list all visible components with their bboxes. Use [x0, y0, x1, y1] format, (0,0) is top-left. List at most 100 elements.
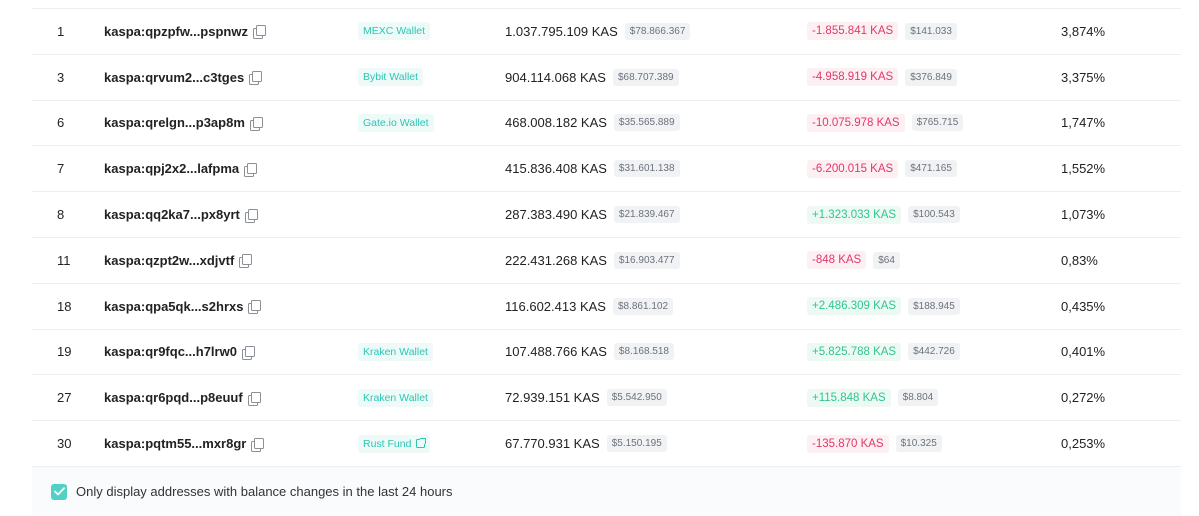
balance-cell: 222.431.268 KAS $16.903.477 — [505, 238, 680, 283]
share-percent: 1,073% — [1061, 207, 1106, 223]
change-usd-badge: $64 — [873, 251, 900, 269]
address-link[interactable]: kaspa:qrelgn...p3ap8m — [104, 115, 245, 131]
share-cell: 0,435% — [1061, 284, 1105, 329]
rank-cell: 19 — [57, 330, 71, 375]
balance-change-filter-checkbox[interactable] — [51, 483, 67, 500]
rank-cell: 6 — [57, 101, 64, 146]
balance-change-badge: -4.958.919 KAS — [807, 68, 899, 87]
rank-cell: 18 — [57, 284, 71, 329]
address-link[interactable]: kaspa:qpj2x2...lafpma — [104, 161, 240, 177]
balance-value: 116.602.413 KAS — [505, 298, 606, 314]
rank-cell: 30 — [57, 421, 71, 466]
table-row: 8 kaspa:qq2ka7...px8yrt 287.383.490 KAS $21… — [32, 191, 1181, 237]
rank: 3 — [57, 69, 65, 85]
balance-cell: 72.939.151 KAS $5.542.950 — [505, 375, 667, 420]
share-percent: 0,253% — [1061, 436, 1106, 452]
balance-cell: 415.836.408 KAS $31.601.138 — [505, 146, 680, 191]
balance-cell: 67.770.931 KAS $5.150.195 — [505, 421, 667, 466]
wallet-tag-label: Kraken Wallet — [363, 345, 428, 358]
address-link[interactable]: kaspa:qr6pqd...p8euuf — [104, 390, 243, 406]
address-link[interactable]: kaspa:qzpt2w...xdjvtf — [104, 252, 235, 268]
address-link[interactable]: kaspa:qq2ka7...px8yrt — [104, 207, 240, 223]
balance-value: 415.836.408 KAS — [505, 161, 607, 177]
share-cell: 1,747% — [1061, 101, 1105, 146]
rank: 27 — [57, 390, 72, 406]
copy-icon[interactable] — [252, 25, 266, 40]
address-link[interactable]: kaspa:qrvum2...c3tges — [104, 69, 245, 85]
balance-change-badge: -135.870 KAS — [807, 434, 889, 453]
copy-icon[interactable] — [249, 116, 263, 131]
change-cell: +2.486.309 KAS $188.945 — [807, 284, 960, 329]
change-cell: -1.855.841 KAS $141.033 — [807, 9, 957, 54]
balance-usd-badge: $5.542.950 — [606, 389, 667, 407]
balance-usd-badge: $5.150.195 — [606, 435, 667, 453]
share-cell: 0,253% — [1061, 421, 1105, 466]
external-link-icon[interactable] — [416, 438, 427, 449]
wallet-tag[interactable]: MEXC Wallet — [358, 22, 431, 41]
balance-change-badge: +2.486.309 KAS — [807, 297, 902, 316]
tag-cell: Rust Fund — [358, 421, 431, 466]
rich-list-table: 1 kaspa:qpzpfw...pspnwz MEXC Wallet 1.037.7… — [32, 0, 1181, 516]
balance-value: 222.431.268 KAS — [505, 252, 607, 268]
balance-usd-badge: $8.861.102 — [612, 297, 674, 315]
share-cell: 3,874% — [1061, 9, 1105, 54]
copy-icon[interactable] — [244, 208, 258, 223]
rank: 30 — [57, 436, 72, 452]
tag-cell: Kraken Wallet — [358, 330, 433, 375]
copy-icon[interactable] — [251, 437, 265, 452]
tag-cell: MEXC Wallet — [358, 9, 431, 54]
wallet-tag[interactable]: Bybit Wallet — [358, 68, 424, 87]
balance-change-badge: -6.200.015 KAS — [807, 159, 899, 178]
change-cell: +115.848 KAS $8.804 — [807, 375, 939, 420]
copy-icon[interactable] — [249, 71, 263, 86]
table-footer: Only display addresses with balance chan… — [32, 466, 1181, 516]
share-cell: 1,552% — [1061, 146, 1105, 191]
share-percent: 0,435% — [1061, 298, 1106, 314]
change-usd-badge: $188.945 — [908, 297, 960, 315]
copy-icon[interactable] — [244, 162, 258, 177]
wallet-tag-label: Gate.io Wallet — [363, 116, 429, 129]
change-cell: -848 KAS $64 — [807, 238, 900, 283]
balance-value: 72.939.151 KAS — [505, 390, 600, 406]
address-link[interactable]: kaspa:pqtm55...mxr8gr — [104, 436, 247, 452]
address-link[interactable]: kaspa:qpa5qk...s2hrxs — [104, 298, 244, 314]
rank-cell: 3 — [57, 55, 64, 100]
balance-change-filter-label: Only display addresses with balance chan… — [76, 484, 453, 499]
wallet-tag[interactable]: Kraken Wallet — [358, 342, 433, 361]
copy-icon[interactable] — [241, 345, 255, 360]
balance-change-badge: +1.323.033 KAS — [807, 205, 902, 224]
change-usd-badge: $442.726 — [908, 343, 960, 361]
balance-cell: 116.602.413 KAS $8.861.102 — [505, 284, 674, 329]
address-cell: kaspa:qrelgn...p3ap8m — [104, 101, 263, 146]
table-row: 27 kaspa:qr6pqd...p8euuf Kraken Wallet 72.9… — [32, 374, 1181, 420]
address-link[interactable]: kaspa:qr9fqc...h7lrw0 — [104, 344, 237, 360]
wallet-tag-label: MEXC Wallet — [363, 25, 426, 38]
table-row: 7 kaspa:qpj2x2...lafpma 415.836.408 KAS $31… — [32, 145, 1181, 191]
address-link[interactable]: kaspa:qpzpfw...pspnwz — [104, 23, 248, 39]
rank: 6 — [57, 115, 65, 131]
address-cell: kaspa:qr6pqd...p8euuf — [104, 375, 261, 420]
rank-cell: 27 — [57, 375, 71, 420]
change-usd-badge: $471.165 — [905, 160, 957, 178]
balance-change-badge: +5.825.788 KAS — [807, 342, 902, 361]
address-cell: kaspa:qpzpfw...pspnwz — [104, 9, 266, 54]
change-usd-badge: $765.715 — [911, 114, 964, 132]
address-cell: kaspa:qrvum2...c3tges — [104, 55, 263, 100]
copy-icon[interactable] — [239, 254, 253, 269]
rank-cell: 8 — [57, 192, 64, 237]
change-usd-badge: $100.543 — [908, 206, 960, 224]
wallet-tag[interactable]: Rust Fund — [358, 434, 431, 453]
share-percent: 0,272% — [1061, 390, 1106, 406]
balance-change-badge: -1.855.841 KAS — [807, 22, 899, 41]
share-percent: 3,874% — [1061, 23, 1106, 39]
wallet-tag[interactable]: Kraken Wallet — [358, 388, 433, 407]
balance-change-badge: -10.075.978 KAS — [807, 113, 905, 132]
balance-change-badge: +115.848 KAS — [807, 388, 891, 407]
copy-icon[interactable] — [248, 300, 262, 315]
share-cell: 0,272% — [1061, 375, 1105, 420]
wallet-tag[interactable]: Gate.io Wallet — [358, 113, 434, 132]
change-cell: -10.075.978 KAS $765.715 — [807, 101, 964, 146]
change-usd-badge: $10.325 — [895, 435, 942, 453]
balance-usd-badge: $16.903.477 — [613, 251, 680, 269]
copy-icon[interactable] — [247, 391, 261, 406]
